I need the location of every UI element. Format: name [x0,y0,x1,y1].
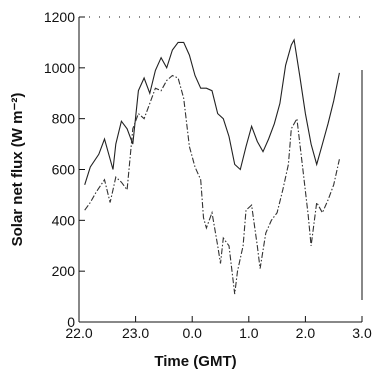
series-group [84,38,340,295]
y-axis-title: Solar net flux (W m⁻²) [9,93,26,247]
x-tick-label: 3.0 [352,325,372,341]
y-tick-label: 800 [52,111,76,127]
series-line-solid [84,38,340,185]
y-tick-label: 600 [52,162,76,178]
y-axis-ticks: 0 200 400 600 800 1000 1200 [44,9,85,330]
y-tick-label: 1000 [44,60,75,76]
y-tick-label: 200 [52,263,76,279]
x-axis-ticks: 22.0 23.0 0.0 1.0 2.0 3.0 [65,316,372,341]
series-line-dash-dot [84,74,340,295]
x-tick-label: 23.0 [122,325,149,341]
y-tick-label: 0 [67,314,75,330]
y-tick-label: 1200 [44,9,75,25]
x-axis-title: Time (GMT) [154,353,236,370]
x-tick-label: 22.0 [65,325,92,341]
x-tick-label: 0.0 [182,325,202,341]
x-tick-label: 1.0 [239,325,259,341]
y-tick-label: 400 [52,212,76,228]
x-tick-label: 2.0 [296,325,316,341]
